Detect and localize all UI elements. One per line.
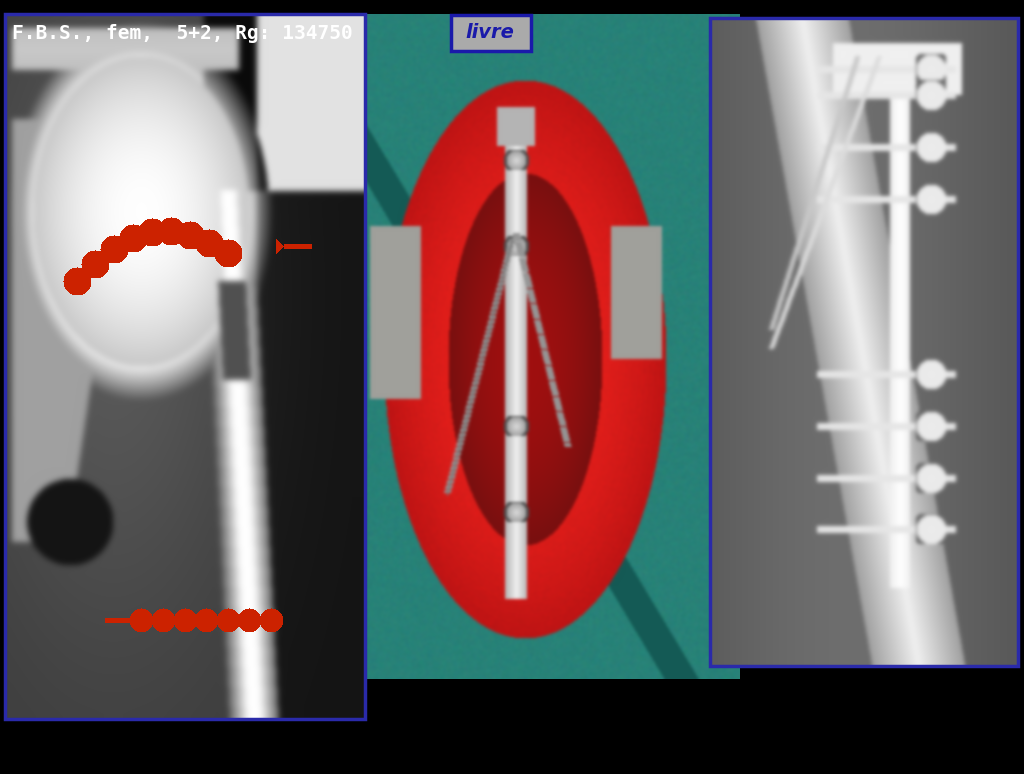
FancyBboxPatch shape [451,15,531,51]
Text: livre: livre [466,23,514,43]
Text: F.B.S., fem,  5+2, Rg: 134750: F.B.S., fem, 5+2, Rg: 134750 [12,24,352,43]
Bar [5,14,365,719]
Bar [710,18,1018,666]
